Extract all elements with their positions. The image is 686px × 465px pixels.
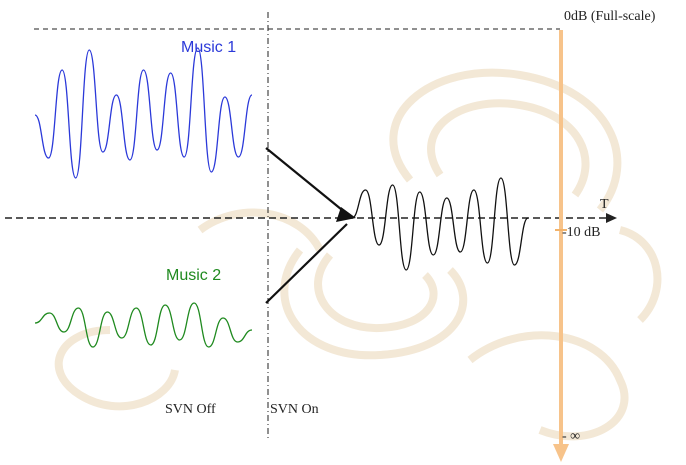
merge-arrowhead xyxy=(336,207,356,222)
level-arrow-head xyxy=(553,444,569,462)
time-axis-arrowhead xyxy=(606,213,617,223)
watermark-stroke xyxy=(618,226,662,323)
watermark-stroke xyxy=(427,99,590,198)
watermark-stroke xyxy=(389,68,622,213)
watermark-stroke xyxy=(197,208,324,252)
music2-label: Music 2 xyxy=(166,267,221,284)
time-axis-label: T xyxy=(600,197,609,212)
music1-waveform xyxy=(34,47,253,179)
music1-label: Music 1 xyxy=(181,39,236,56)
svn-on-label: SVN On xyxy=(270,402,319,417)
merge-arrow-top xyxy=(265,147,348,215)
watermark-stroke xyxy=(467,331,629,441)
watermark-stroke xyxy=(314,252,438,333)
output-waveform xyxy=(351,177,529,271)
minus10-label: -10 dB xyxy=(562,225,601,240)
minus-infinity-label: - ∞ xyxy=(562,429,580,444)
watermark-stroke xyxy=(54,326,179,411)
watermark-stroke xyxy=(280,247,468,360)
svn-off-label: SVN Off xyxy=(165,402,216,417)
music2-waveform xyxy=(34,302,253,348)
watermark-pattern xyxy=(54,68,662,441)
merge-arrow-bottom xyxy=(265,223,348,304)
top-scale-label: 0dB (Full-scale) xyxy=(564,9,656,24)
